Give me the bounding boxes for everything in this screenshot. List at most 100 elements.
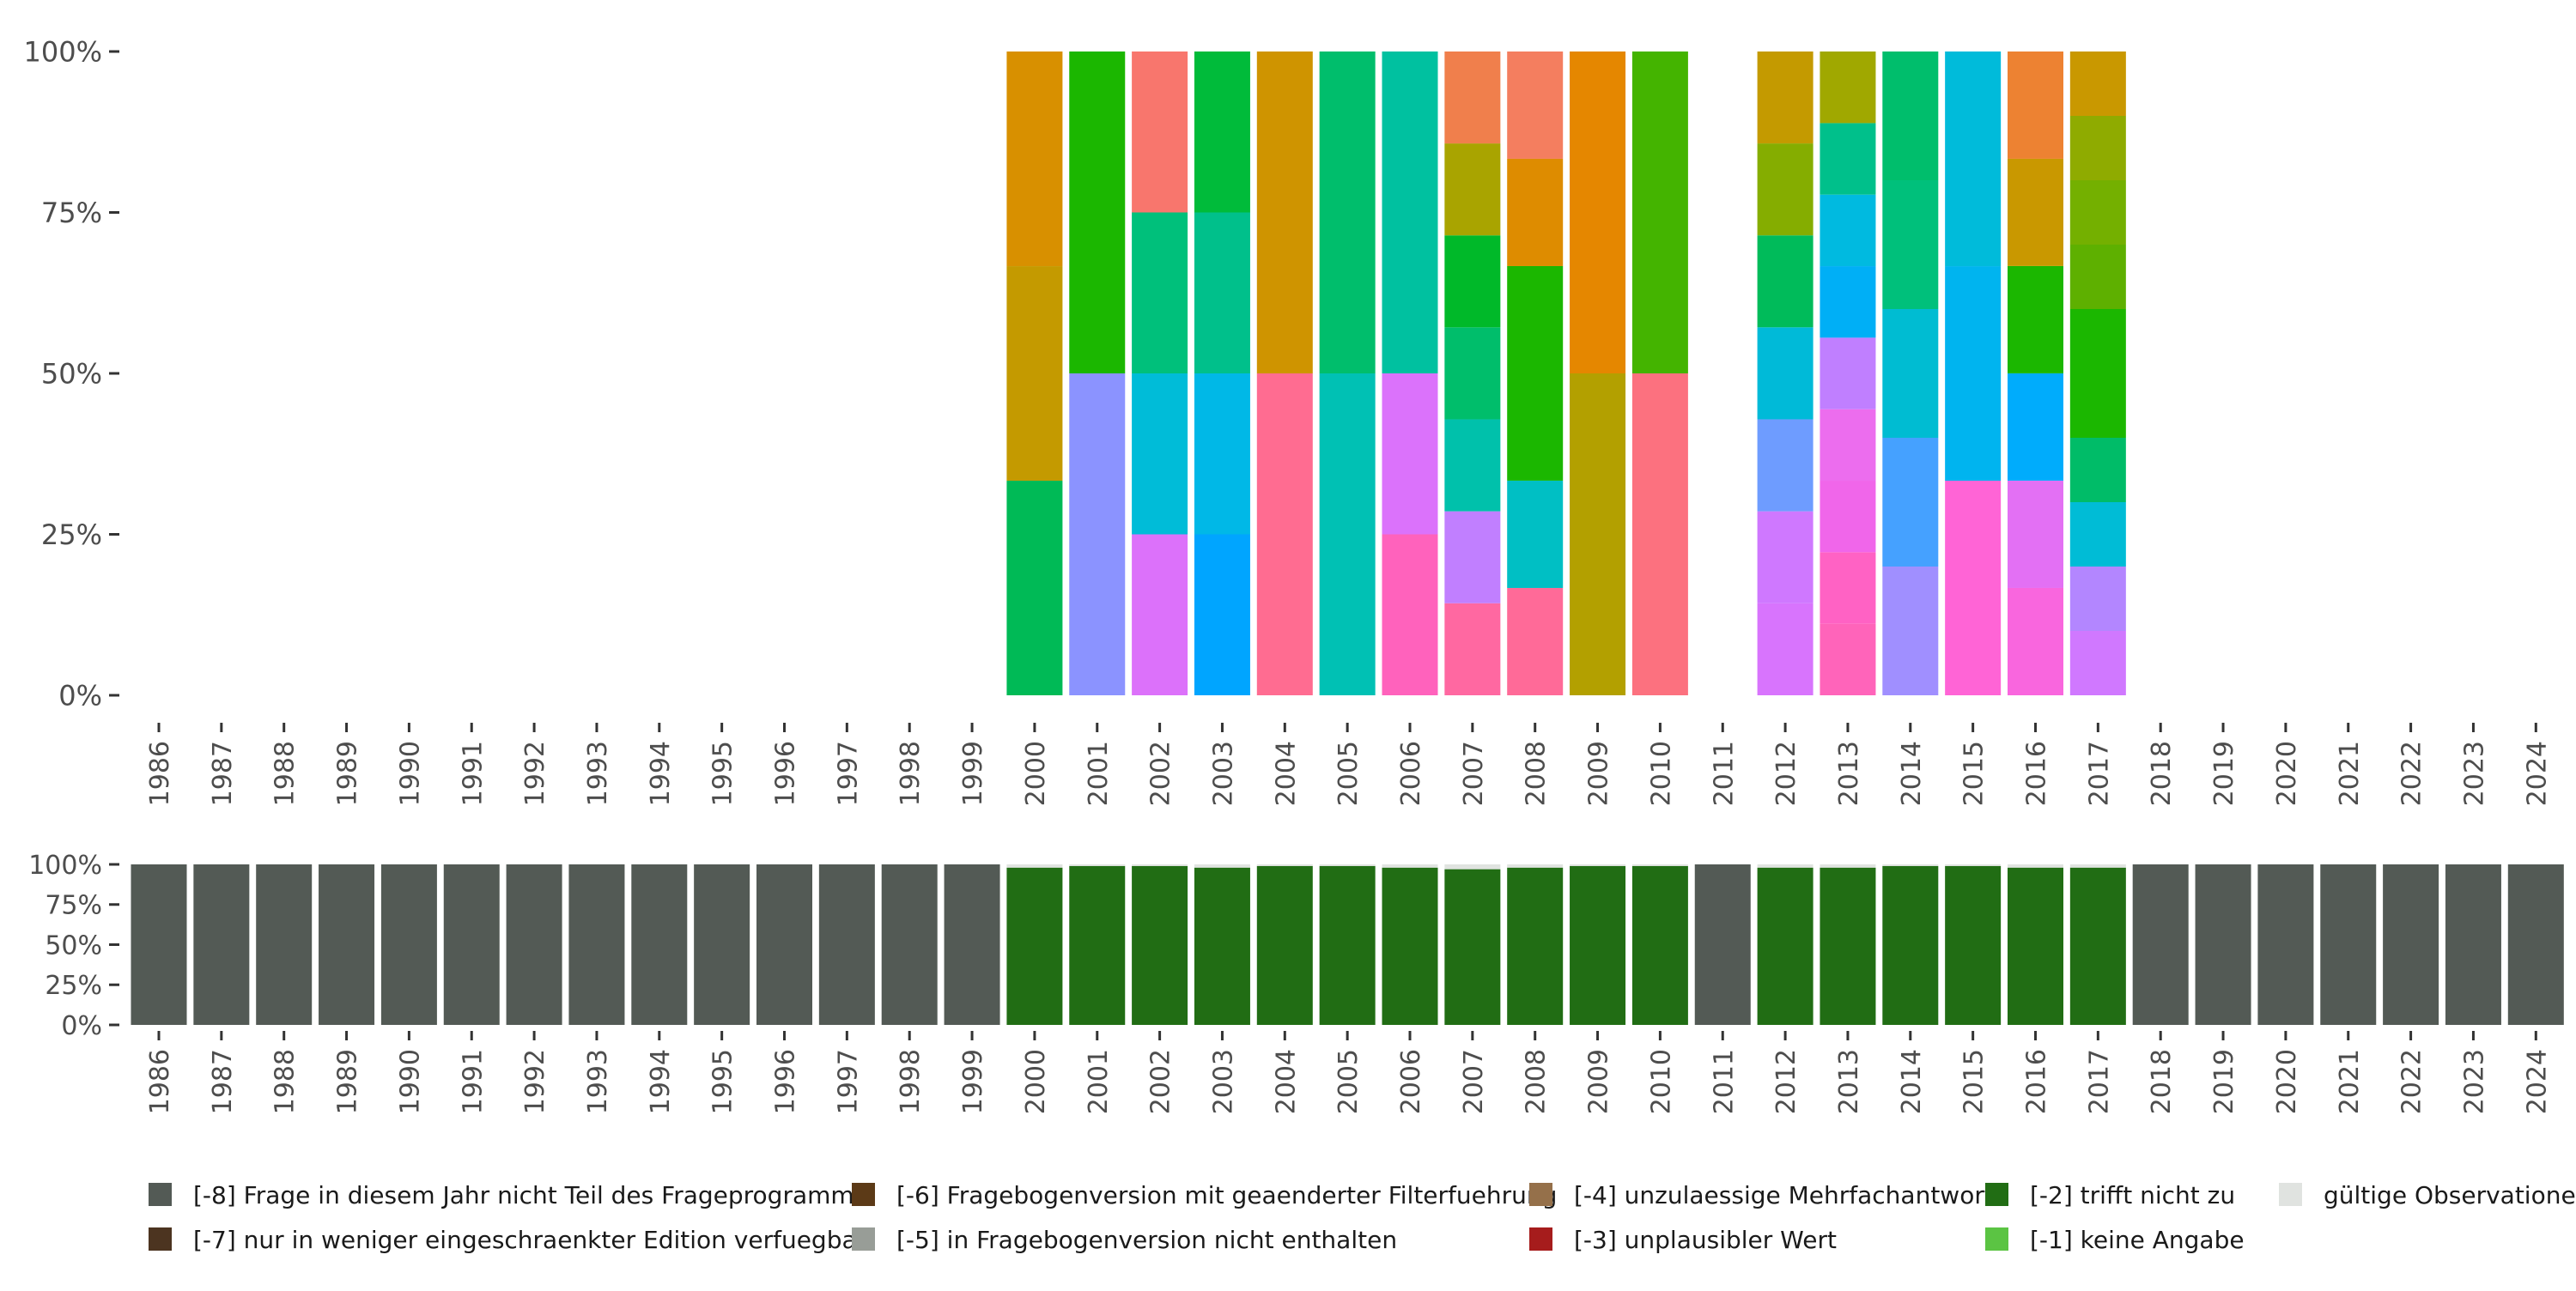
bar-segment-2006 xyxy=(1382,534,1438,695)
x-tick-label: 1988 xyxy=(270,741,301,806)
bar-segment-2000 xyxy=(1006,867,1063,1025)
x-tick-label: 2011 xyxy=(1709,1049,1739,1114)
bar-segment-2001 xyxy=(1069,52,1126,373)
top-plot-valid-distribution: 0% 25% 50% 75% 100% 1986 1987 1988 1989 1990 1991 1… xyxy=(24,36,2553,807)
bar-segment-1989 xyxy=(319,864,375,1025)
bar-segment-2014 xyxy=(1882,309,1939,438)
x-tick-label: 2002 xyxy=(1146,741,1176,806)
legend-item: [-4] unzulaessige Mehrfachantwort xyxy=(1529,1181,1994,1209)
bar-segment-2007 xyxy=(1444,511,1501,603)
y-tick-label: 25% xyxy=(45,971,102,1001)
x-tick-label: 2005 xyxy=(1334,1049,1364,1114)
bottom-plot-missing-codes: 0% 25% 50% 75% 100% 1986 1987 1988 1989 1990 1991 1… xyxy=(28,851,2564,1114)
bar-segment-2001 xyxy=(1069,864,1126,866)
bar-segment-2009 xyxy=(1570,373,1626,695)
x-tick-label: 2024 xyxy=(2522,741,2552,806)
legend-swatch xyxy=(1529,1183,1552,1206)
bar-segment-2016 xyxy=(2008,864,2063,868)
bar-segment-2013 xyxy=(1820,481,1876,553)
bar-segment-2007 xyxy=(1444,52,1501,144)
bar-segment-2010 xyxy=(1631,373,1688,695)
bar-segment-2015 xyxy=(1945,266,2002,482)
x-tick-label: 2006 xyxy=(1396,1049,1426,1114)
bar-segment-2003 xyxy=(1194,534,1250,695)
x-tick-label: 1993 xyxy=(583,741,613,806)
legend-swatch xyxy=(149,1227,172,1251)
bar-segment-2012 xyxy=(1757,603,1814,695)
bar-segment-2008 xyxy=(1507,265,1564,481)
bar-segment-2006 xyxy=(1382,867,1438,1025)
x-tick-label: 2019 xyxy=(2209,741,2239,806)
x-tick-label: 1993 xyxy=(583,1049,613,1114)
x-tick-label: 2013 xyxy=(1834,741,1864,806)
x-tick-label: 2021 xyxy=(2335,741,2365,806)
legend-item: [-8] Frage in diesem Jahr nicht Teil des… xyxy=(149,1181,866,1209)
bar-segment-2008 xyxy=(1507,587,1564,695)
y-tick-label: 0% xyxy=(61,1011,102,1041)
bar-segment-2003 xyxy=(1194,52,1250,213)
bar-segment-2017 xyxy=(2069,438,2126,502)
legend-label: [-4] unzulaessige Mehrfachantwort xyxy=(1574,1181,1994,1209)
bar-segment-2012 xyxy=(1757,143,1814,236)
legend-item: [-1] keine Angabe xyxy=(1985,1226,2245,1254)
legend-swatch xyxy=(1985,1183,2008,1206)
bar-segment-2013 xyxy=(1820,864,1876,868)
x-tick-label: 2006 xyxy=(1396,741,1426,806)
legend-label: gültige Observationen xyxy=(2324,1181,2576,1209)
x-tick-label: 2008 xyxy=(1522,741,1552,806)
bar-segment-2007 xyxy=(1444,603,1501,695)
bar-segment-2003 xyxy=(1194,864,1250,868)
x-tick-label: 2011 xyxy=(1709,741,1739,806)
legend-label: [-3] unplausibler Wert xyxy=(1574,1226,1837,1254)
bar-segment-2005 xyxy=(1319,865,1376,1025)
y-tick-label: 75% xyxy=(41,197,102,229)
bar-segment-2013 xyxy=(1820,337,1876,409)
bar-segment-2000 xyxy=(1006,52,1063,267)
bar-segment-2003 xyxy=(1194,212,1250,373)
x-tick-label: 2016 xyxy=(2022,741,2052,806)
bar-segment-2024 xyxy=(2507,864,2564,1025)
bar-segment-2017 xyxy=(2069,864,2126,868)
y-tick-label: 75% xyxy=(45,891,102,921)
x-tick-label: 1995 xyxy=(708,741,738,806)
legend: [-8] Frage in diesem Jahr nicht Teil des… xyxy=(149,1181,2576,1254)
x-tick-label: 2023 xyxy=(2459,741,2489,806)
x-tick-label: 1987 xyxy=(208,741,238,806)
x-tick-label: 2022 xyxy=(2397,1049,2427,1114)
bar-segment-2006 xyxy=(1382,52,1438,373)
bar-segment-2005 xyxy=(1319,373,1376,695)
legend-swatch xyxy=(1985,1227,2008,1251)
x-tick-label: 2014 xyxy=(1897,1049,1927,1114)
bar-segment-2023 xyxy=(2445,864,2501,1025)
bar-segment-2017 xyxy=(2069,52,2126,116)
x-tick-label: 1990 xyxy=(395,1049,425,1114)
x-tick-label: 1999 xyxy=(958,1049,988,1114)
legend-label: [-1] keine Angabe xyxy=(2030,1226,2245,1254)
x-tick-label: 1997 xyxy=(833,741,863,806)
bar-segment-2013 xyxy=(1820,409,1876,482)
bar-segment-2014 xyxy=(1882,438,1939,567)
legend-item: [-3] unplausibler Wert xyxy=(1529,1226,1837,1254)
bar-segment-2017 xyxy=(2069,502,2126,567)
bar-segment-2020 xyxy=(2257,864,2314,1025)
x-tick-label: 1987 xyxy=(208,1049,238,1114)
bar-segment-2006 xyxy=(1382,864,1438,868)
x-tick-label: 1995 xyxy=(708,1049,738,1114)
x-tick-label: 2002 xyxy=(1146,1049,1176,1114)
bar-segment-2015 xyxy=(1945,481,2002,695)
bar-segment-2014 xyxy=(1882,52,1939,180)
legend-label: [-2] trifft nicht zu xyxy=(2030,1181,2235,1209)
bar-segment-2009 xyxy=(1570,865,1626,1025)
legend-label: [-7] nur in weniger eingeschraenkter Edi… xyxy=(193,1226,867,1254)
bar-segment-2003 xyxy=(1194,373,1250,535)
bar-segment-2002 xyxy=(1132,373,1188,535)
bar-segment-2004 xyxy=(1256,865,1313,1025)
legend-label: [-6] Fragebogenversion mit geaenderter F… xyxy=(896,1181,1557,1209)
x-tick-label: 1996 xyxy=(771,1049,801,1114)
bar-segment-2000 xyxy=(1006,481,1063,695)
bar-segment-2009 xyxy=(1570,864,1626,866)
bar-segment-2013 xyxy=(1820,266,1876,338)
y-tick-label: 25% xyxy=(41,518,102,551)
bar-segment-2001 xyxy=(1069,865,1126,1025)
